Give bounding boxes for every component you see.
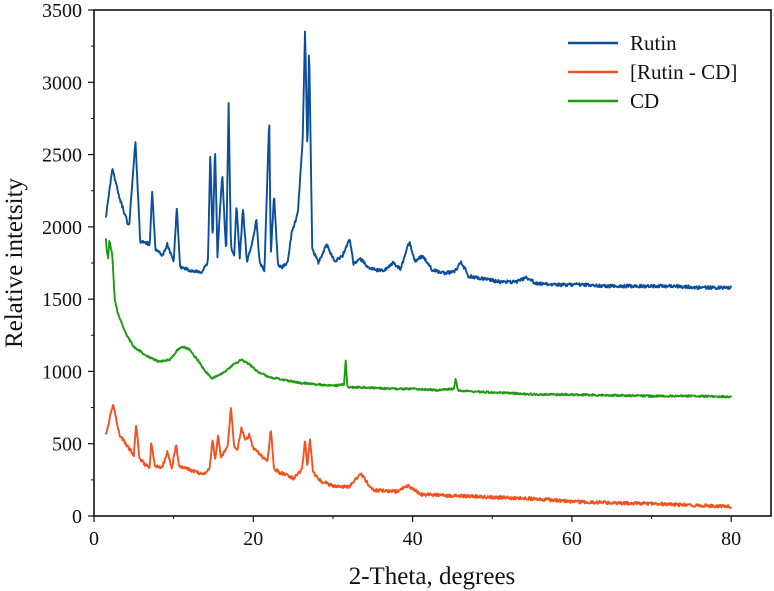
x-tick-label: 40	[403, 528, 423, 550]
y-tick-label: 3000	[42, 72, 82, 94]
legend-label-rutin: Rutin	[630, 31, 677, 55]
y-tick-label: 500	[52, 434, 82, 456]
legend-label-rutin-cd: [Rutin - CD]	[630, 60, 737, 84]
series-line-rutin	[105, 30, 732, 291]
x-axis-title: 2-Theta, degrees	[349, 563, 516, 590]
x-tick-label: 20	[243, 528, 263, 550]
y-tick-label: 3500	[42, 0, 82, 22]
x-tick-label: 60	[562, 528, 582, 550]
legend-label-cd: CD	[630, 89, 659, 113]
ticks-layer: 0 20 40 60 80 0 500 1000 1500 2000 2500 3000 3500	[42, 0, 741, 550]
legend: Rutin [Rutin - CD] CD	[568, 31, 737, 113]
y-tick-label: 1500	[42, 289, 82, 311]
y-tick-label: 2000	[42, 217, 82, 239]
y-axis-title: Relative intetsity	[1, 177, 28, 348]
y-tick-label: 1000	[42, 361, 82, 383]
x-tick-label: 80	[721, 528, 741, 550]
x-tick-label: 0	[89, 528, 99, 550]
y-tick-label: 0	[72, 506, 82, 528]
series-layer	[105, 30, 732, 509]
y-tick-label: 2500	[42, 145, 82, 167]
series-line-cd	[105, 238, 732, 399]
series-line-rutin-cd	[105, 404, 732, 509]
